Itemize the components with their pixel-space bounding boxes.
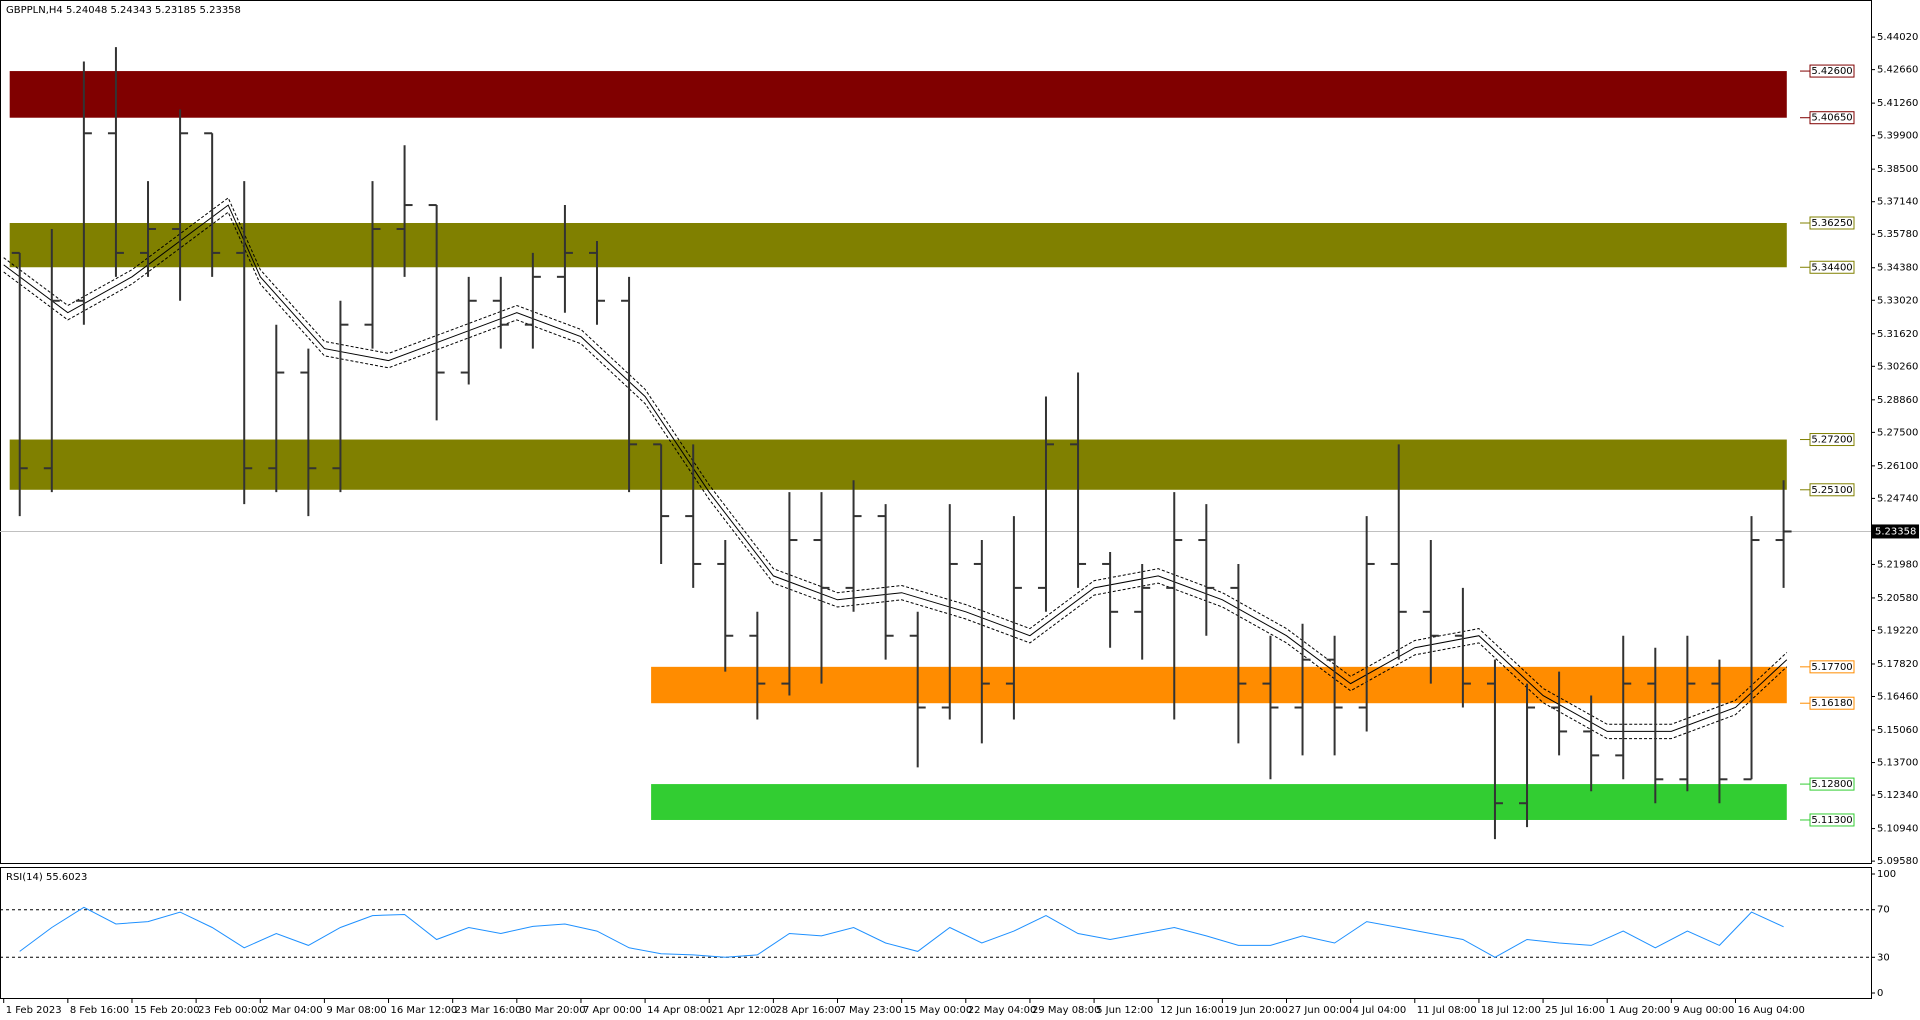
rsi-panel-frame [0,867,1872,999]
x-tick-label: 1 Aug 20:00 [1609,1005,1670,1016]
y-tick-label: 5.15060 [1877,725,1918,736]
y-tick-label: 5.09580 [1877,856,1918,867]
rsi-y-tick-label: 70 [1877,905,1890,916]
zone [9,439,1787,490]
y-tick-label: 5.10940 [1877,824,1918,835]
x-tick-label: 18 Jul 12:00 [1481,1005,1541,1016]
y-tick-label: 5.42660 [1877,65,1918,76]
zone-label-box [1809,111,1855,125]
zone-label-box [1809,260,1855,274]
ma-envelope-lower [3,211,1788,740]
x-tick-label: 16 Mar 12:00 [391,1005,458,1016]
current-price-label: 5.23358 [1875,526,1916,537]
y-tick-label: 5.28860 [1877,395,1918,406]
zone-label: 5.34400 [1811,262,1852,273]
x-tick-label: 30 Mar 20:00 [519,1005,586,1016]
x-tick-label: 25 Jul 16:00 [1545,1005,1605,1016]
x-tick-label: 15 May 00:00 [904,1005,973,1016]
x-tick-label: 22 May 04:00 [968,1005,1037,1016]
y-tick-label: 5.26100 [1877,461,1918,472]
x-tick-label: 2 Mar 04:00 [262,1005,322,1016]
y-tick-label: 5.19220 [1877,625,1918,636]
symbol-header: GBPPLN,H4 5.24048 5.24343 5.23185 5.2335… [6,5,241,16]
zone-label: 5.40650 [1811,113,1852,124]
zone-label-box [1809,777,1855,791]
zone-label: 5.36250 [1811,218,1852,229]
rsi-y-tick-label: 100 [1877,869,1896,880]
zone-label: 5.42600 [1811,66,1852,77]
y-tick-label: 5.24740 [1877,493,1918,504]
zone [651,666,1787,704]
zone-label: 5.16180 [1811,698,1852,709]
x-tick-label: 23 Mar 16:00 [455,1005,522,1016]
y-tick-label: 5.37140 [1877,197,1918,208]
zone-label-box [1809,64,1855,78]
x-tick-label: 7 Apr 00:00 [583,1005,642,1016]
zone-label-box [1809,483,1855,497]
x-tick-label: 12 Jun 16:00 [1160,1005,1224,1016]
y-tick-label: 5.30260 [1877,361,1918,372]
zone-label-box [1809,660,1855,674]
ma-envelope-upper [3,197,1788,725]
current-price-box [1871,524,1919,539]
x-tick-label: 9 Mar 08:00 [326,1005,386,1016]
rsi-line [19,906,1784,958]
y-tick-label: 5.44020 [1877,32,1918,43]
y-tick-label: 5.34380 [1877,263,1918,274]
y-tick-label: 5.27500 [1877,427,1918,438]
zone [651,784,1787,820]
x-tick-label: 27 Jun 00:00 [1289,1005,1353,1016]
zone-label: 5.25100 [1811,485,1852,496]
zone-label-box [1809,696,1855,710]
x-tick-label: 4 Jul 04:00 [1353,1005,1407,1016]
zone-label: 5.11300 [1811,815,1852,826]
y-tick-label: 5.21980 [1877,559,1918,570]
y-tick-label: 5.39900 [1877,131,1918,142]
y-tick-label: 5.35780 [1877,229,1918,240]
y-tick-label: 5.16460 [1877,692,1918,703]
x-tick-label: 16 Aug 04:00 [1737,1005,1804,1016]
x-tick-label: 7 May 23:00 [840,1005,902,1016]
y-tick-label: 5.41260 [1877,98,1918,109]
x-tick-label: 9 Aug 00:00 [1673,1005,1734,1016]
y-tick-label: 5.17820 [1877,659,1918,670]
zone [9,71,1787,118]
rsi-y-tick-label: 30 [1877,952,1890,963]
x-tick-label: 21 Apr 12:00 [711,1005,776,1016]
y-tick-label: 5.33020 [1877,295,1918,306]
zone-label: 5.17700 [1811,662,1852,673]
zone-label: 5.12800 [1811,779,1852,790]
x-tick-label: 11 Jul 08:00 [1417,1005,1477,1016]
y-tick-label: 5.38500 [1877,164,1918,175]
x-tick-label: 29 May 08:00 [1032,1005,1101,1016]
rsi-y-tick-label: 0 [1877,988,1883,999]
y-tick-label: 5.20580 [1877,593,1918,604]
x-tick-label: 23 Feb 00:00 [198,1005,264,1016]
y-tick-label: 5.12340 [1877,790,1918,801]
y-tick-label: 5.31620 [1877,329,1918,340]
x-tick-label: 5 Jun 12:00 [1096,1005,1153,1016]
zone-label-box [1809,813,1855,827]
zone-label: 5.27200 [1811,435,1852,446]
zone-label-box [1809,433,1855,447]
x-tick-label: 8 Feb 16:00 [70,1005,129,1016]
x-tick-label: 1 Feb 2023 [6,1005,62,1016]
zone-label-box [1809,216,1855,230]
y-tick-label: 5.13700 [1877,758,1918,769]
zone [9,222,1787,268]
ma-line [3,204,1788,732]
x-tick-label: 28 Apr 16:00 [775,1005,840,1016]
x-tick-label: 15 Feb 20:00 [134,1005,200,1016]
rsi-title: RSI(14) 55.6023 [6,872,87,883]
x-tick-label: 14 Apr 08:00 [647,1005,712,1016]
x-tick-label: 19 Jun 20:00 [1224,1005,1288,1016]
